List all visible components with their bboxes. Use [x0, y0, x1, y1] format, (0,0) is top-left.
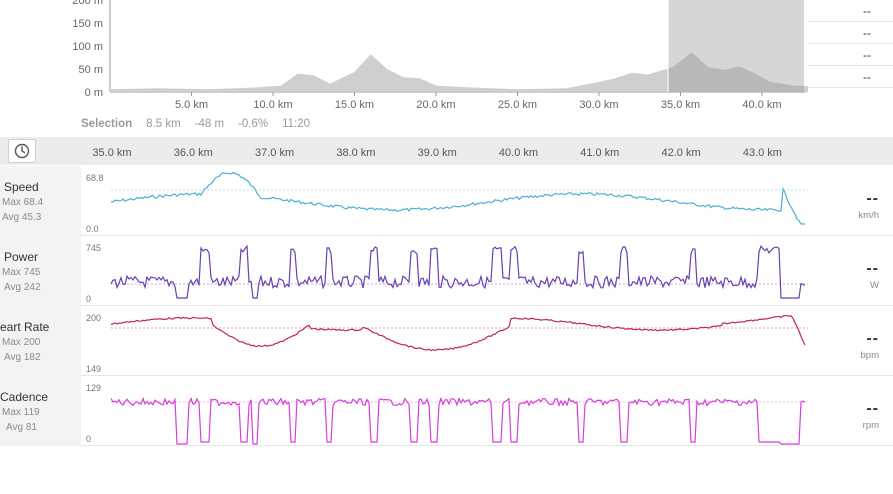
metric-label-panel: Speed Max 68.4 Avg 45.3: [0, 166, 81, 236]
detail-axis-header: 35.0 km 36.0 km 37.0 km 38.0 km 39.0 km 40.0 …: [0, 137, 893, 165]
elevation-x-tick: 15.0 km: [335, 99, 374, 111]
metric-avg: Avg 182: [4, 352, 41, 363]
metric-unit: bpm: [860, 350, 879, 361]
metric-unit: W: [870, 280, 879, 291]
elevation-x-tick: 35.0 km: [661, 99, 700, 111]
selection-label: Selection: [81, 118, 133, 130]
detail-x-tick: 43.0 km: [743, 147, 782, 159]
metric-unit: km/h: [858, 210, 879, 221]
side-value-1: --: [808, 0, 893, 22]
metric-row-power[interactable]: Power Max 745 Avg 242 745 0 -- W: [0, 236, 893, 306]
elevation-y-tick: 150 m: [72, 18, 103, 30]
cadence-axis-top: 129: [86, 383, 101, 393]
power-axis-top: 745: [86, 243, 101, 253]
elevation-y-tick: 200 m: [72, 0, 103, 7]
elevation-x-tick: 40.0 km: [742, 99, 781, 111]
elevation-y-tick: 0 m: [85, 87, 103, 99]
selection-distance: 8.5 km: [146, 118, 181, 130]
metric-current: -- km/h: [808, 166, 893, 236]
elevation-x-tick: 20.0 km: [416, 99, 455, 111]
elevation-x-tick: 10.0 km: [253, 99, 292, 111]
metric-name: Cadence: [0, 390, 49, 404]
elevation-x-tick: 30.0 km: [579, 99, 618, 111]
selection-grade: -0.6%: [238, 118, 269, 130]
metric-max: Max 119: [2, 407, 40, 418]
elevation-y-tick: 50 m: [79, 64, 103, 76]
metric-name: eart Rate: [0, 320, 50, 334]
elevation-x-tick: 25.0 km: [498, 99, 537, 111]
metric-name: Speed: [4, 180, 39, 194]
metric-current-value: --: [866, 260, 879, 277]
metric-max: Max 745: [2, 267, 41, 278]
selection-time: 11:20: [282, 118, 311, 130]
detail-x-tick: 37.0 km: [255, 147, 294, 159]
metric-current: -- bpm: [808, 306, 893, 376]
elevation-chart[interactable]: 200 m 150 m 100 m 50 m 0 m 5.0 km 10.0 km 15.0…: [0, 0, 808, 118]
detail-x-tick: 42.0 km: [662, 147, 701, 159]
side-value-3: --: [808, 44, 893, 66]
metric-label-panel: eart Rate Max 200 Avg 182: [0, 306, 81, 376]
metric-max: Max 200: [2, 337, 41, 348]
elevation-area-selected: [668, 52, 804, 92]
metric-avg: Avg 242: [4, 282, 41, 293]
heart-rate-chart[interactable]: 200 149: [81, 306, 808, 376]
metric-max: Max 68.4: [2, 197, 44, 208]
detail-x-tick: 39.0 km: [418, 147, 457, 159]
power-chart[interactable]: 745 0: [81, 236, 808, 306]
metric-unit: rpm: [862, 420, 879, 431]
heart-rate-series: [110, 314, 806, 352]
selection-elevation: -48 m: [194, 118, 225, 130]
detail-axis: 35.0 km 36.0 km 37.0 km 38.0 km 39.0 km 40.0 …: [92, 147, 782, 159]
metric-row-cadence[interactable]: Cadence Max 119 Avg 81 129 0 -- rpm: [0, 376, 893, 446]
metric-row-heart-rate[interactable]: eart Rate Max 200 Avg 182 200 149 -- bpm: [0, 306, 893, 376]
metric-label-panel: Cadence Max 119 Avg 81: [0, 376, 81, 446]
detail-x-tick: 41.0 km: [580, 147, 619, 159]
elevation-y-tick: 100 m: [72, 41, 103, 53]
power-axis-bottom: 0: [86, 294, 91, 304]
detail-x-tick: 40.0 km: [499, 147, 538, 159]
metric-current: -- rpm: [808, 376, 893, 446]
metric-name: Power: [4, 250, 39, 264]
speed-chart[interactable]: 68.8 0.0: [81, 166, 808, 236]
side-value-4: --: [808, 66, 893, 88]
metric-current-value: --: [866, 190, 879, 207]
cadence-chart[interactable]: 129 0: [81, 376, 808, 446]
detail-x-tick: 35.0 km: [92, 147, 131, 159]
metric-current-value: --: [866, 330, 879, 347]
side-value-2: --: [808, 22, 893, 44]
elevation-x-tick: 5.0 km: [175, 99, 208, 111]
metric-avg: Avg 81: [6, 422, 37, 433]
speed-axis-top: 68.8: [86, 173, 104, 183]
metric-row-speed[interactable]: Speed Max 68.4 Avg 45.3 68.8 0.0 -- km/h: [0, 166, 893, 236]
detail-x-tick: 36.0 km: [174, 147, 213, 159]
speed-axis-bottom: 0.0: [86, 224, 99, 234]
metric-avg: Avg 45.3: [2, 212, 42, 223]
heart-rate-axis-bottom: 149: [86, 364, 101, 374]
selection-summary: Selection 8.5 km -48 m -0.6% 11:20: [81, 118, 310, 130]
power-series: [110, 244, 806, 299]
elevation-profile[interactable]: 200 m 150 m 100 m 50 m 0 m 5.0 km 10.0 km 15.0…: [0, 0, 893, 137]
cadence-axis-bottom: 0: [86, 434, 91, 444]
metric-current: -- W: [808, 236, 893, 306]
metric-label-panel: Power Max 745 Avg 242: [0, 236, 81, 306]
time-axis-toggle-button[interactable]: [8, 139, 36, 163]
metric-current-value: --: [866, 400, 879, 417]
clock-icon: [14, 143, 30, 159]
detail-x-tick: 38.0 km: [336, 147, 375, 159]
cadence-series: [110, 396, 806, 445]
elevation-area: [110, 52, 808, 92]
heart-rate-axis-top: 200: [86, 313, 101, 323]
speed-series: [110, 171, 805, 225]
